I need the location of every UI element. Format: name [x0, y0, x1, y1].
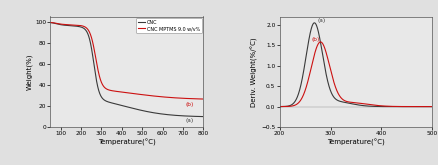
- CNC MPTMS 9.0 w/v%: [48, 21, 53, 23]
- Y-axis label: Deriv. Weight(%/°C): Deriv. Weight(%/°C): [251, 37, 258, 107]
- CNC: [200, 116, 205, 118]
- CNC: [56, 23, 61, 25]
- Text: (b): (b): [185, 102, 194, 107]
- CNC MPTMS 9.0 w/v%: [56, 23, 61, 25]
- CNC MPTMS 9.0 w/v%: [122, 91, 127, 93]
- CNC MPTMS 9.0 w/v%: [168, 97, 173, 99]
- CNC: [122, 105, 127, 107]
- Line: CNC: CNC: [50, 23, 203, 117]
- Text: (a): (a): [185, 118, 194, 123]
- Legend: CNC, CNC MPTMS 9.0 w/v%: CNC, CNC MPTMS 9.0 w/v%: [136, 18, 201, 33]
- CNC MPTMS 9.0 w/v%: [196, 98, 201, 100]
- CNC: [168, 114, 173, 116]
- Y-axis label: Weight(%): Weight(%): [26, 53, 32, 90]
- X-axis label: Temperature(°C): Temperature(°C): [326, 139, 384, 146]
- CNC: [196, 115, 201, 117]
- Text: (b): (b): [311, 37, 319, 42]
- CNC: [48, 22, 53, 24]
- Text: (a): (a): [317, 18, 325, 23]
- CNC: [196, 115, 201, 117]
- CNC MPTMS 9.0 w/v%: [196, 98, 201, 100]
- CNC MPTMS 9.0 w/v%: [200, 98, 205, 100]
- Line: CNC MPTMS 9.0 w/v%: CNC MPTMS 9.0 w/v%: [50, 22, 203, 99]
- CNC: [118, 104, 123, 106]
- CNC MPTMS 9.0 w/v%: [118, 91, 123, 93]
- X-axis label: Temperature(°C): Temperature(°C): [98, 139, 155, 146]
